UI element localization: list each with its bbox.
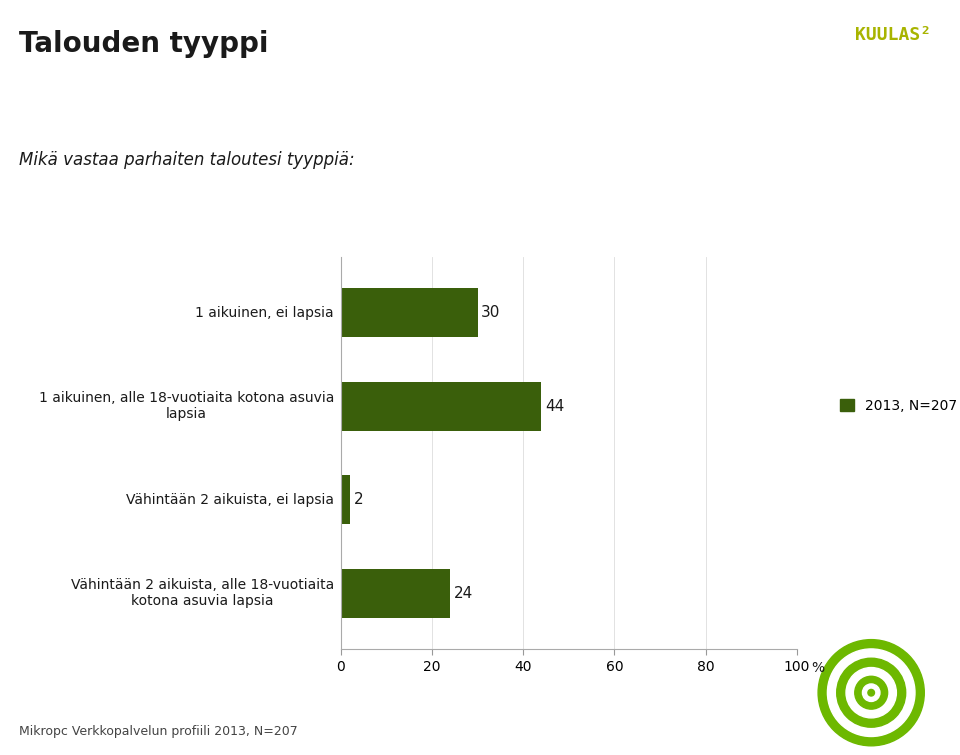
Bar [341, 476, 349, 524]
Text: 24: 24 [454, 586, 473, 601]
Text: 1 aikuinen, ei lapsia: 1 aikuinen, ei lapsia [195, 306, 334, 320]
Circle shape [854, 676, 888, 709]
Bar [341, 288, 477, 337]
Circle shape [868, 689, 875, 696]
Text: Mikropc Verkkopalvelun profiili 2013, N=207: Mikropc Verkkopalvelun profiili 2013, N=… [19, 726, 298, 738]
Text: Vähintään 2 aikuista, ei lapsia: Vähintään 2 aikuista, ei lapsia [126, 493, 334, 507]
Text: 2: 2 [353, 492, 363, 507]
Text: Talouden tyyppi: Talouden tyyppi [19, 30, 269, 58]
Bar [341, 569, 450, 618]
Circle shape [828, 649, 915, 737]
Text: 44: 44 [545, 399, 564, 414]
Circle shape [837, 658, 905, 727]
Circle shape [862, 684, 880, 701]
Circle shape [846, 667, 897, 718]
Text: 1 aikuinen, alle 18-vuotiaita kotona asuvia
lapsia: 1 aikuinen, alle 18-vuotiaita kotona asu… [38, 391, 334, 421]
Legend: 2013, N=207: 2013, N=207 [840, 399, 957, 413]
Text: KUULAS²: KUULAS² [855, 26, 931, 45]
Text: 30: 30 [481, 305, 500, 320]
Text: Mikä vastaa parhaiten taloutesi tyyppiä:: Mikä vastaa parhaiten taloutesi tyyppiä: [19, 151, 355, 169]
Bar [341, 382, 541, 430]
Text: %: % [811, 661, 825, 675]
Circle shape [818, 639, 924, 746]
Text: Vähintään 2 aikuista, alle 18-vuotiaita
kotona asuvia lapsia: Vähintään 2 aikuista, alle 18-vuotiaita … [71, 578, 334, 609]
